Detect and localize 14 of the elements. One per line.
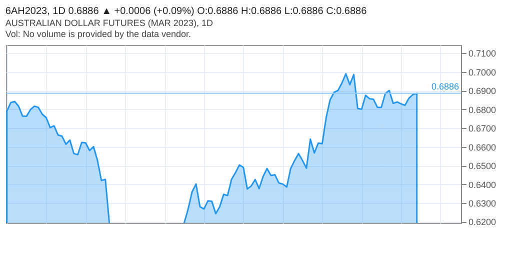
text: Vol: No volume is provided by the data vendor. <box>5 29 192 39</box>
y-tick-label: 0.6400 <box>468 180 496 190</box>
y-tick-label: 0.7100 <box>468 48 496 59</box>
ref-line-label: 0.6886 <box>431 81 459 92</box>
y-tick-label: 0.6700 <box>468 124 496 134</box>
y-tick-label: 0.6300 <box>468 198 496 208</box>
y-tick-label: 0.6500 <box>468 161 496 172</box>
y-tick-label: 0.6600 <box>468 142 496 152</box>
chart-subtitle: AUSTRALIAN DOLLAR FUTURES (MAR 2023), 1D <box>5 18 214 28</box>
y-tick-label: 0.6900 <box>468 86 496 96</box>
y-tick-label: 0.6800 <box>468 104 496 115</box>
y-tick-label: 0.6200 <box>468 217 496 228</box>
y-tick-label: 0.7000 <box>468 67 496 78</box>
chart-title: 6AH2023, 1D 0.6886 ▲ +0.0006 (+0.09%) O:0.6886 H:0.6886 L:0.6886 C:0.6886 <box>5 6 368 17</box>
